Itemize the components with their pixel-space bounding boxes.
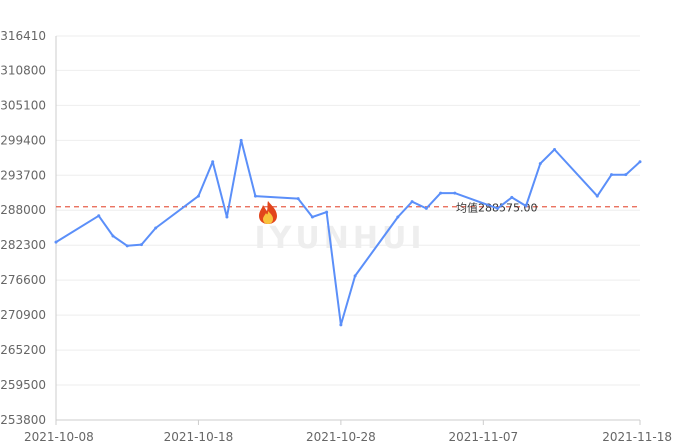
y-tick-label: 253800 [0,413,46,427]
data-point [125,244,129,248]
data-point [225,215,229,219]
data-point [139,243,143,247]
y-tick-label: 305100 [0,98,46,112]
y-tick-label: 288000 [0,203,46,217]
fire-icon [259,201,277,224]
y-tick-label: 259500 [0,378,46,392]
data-point [538,162,542,166]
y-tick-label: 316410 [0,29,46,43]
data-point [325,210,329,214]
x-tick-label: 2021-10-08 [24,430,94,444]
data-point [111,234,115,238]
data-point [54,240,58,244]
data-point [453,191,457,195]
data-point [310,215,314,219]
data-point [239,138,243,142]
series-line [55,139,641,326]
y-tick-label: 310800 [0,63,46,77]
data-point [524,204,528,208]
y-tick-label: 293700 [0,168,46,182]
data-point [353,274,357,278]
data-point [624,173,628,177]
data-point [439,191,443,195]
y-tick-label: 282300 [0,238,46,252]
data-point [496,206,500,210]
data-point [553,148,557,152]
data-point [396,215,400,219]
y-tick-label: 270900 [0,308,46,322]
y-tick-label: 276600 [0,273,46,287]
x-tick-label: 2021-10-18 [164,430,234,444]
data-point [424,206,428,210]
data-point [154,226,158,230]
data-point [638,160,642,164]
data-point [595,194,599,198]
data-point [339,323,343,327]
data-point [253,194,257,198]
data-point [211,160,215,164]
data-point [510,195,514,199]
data-point [196,194,200,198]
data-point [97,214,101,218]
watermark-text: IYUNHUI [255,221,426,256]
y-tick-label: 265200 [0,343,46,357]
data-point [296,197,300,201]
data-point [410,200,414,204]
x-tick-label: 2021-10-28 [306,430,376,444]
data-point [610,173,614,177]
y-tick-label: 299400 [0,133,46,147]
x-tick-label: 2021-11-07 [448,430,518,444]
x-tick-label: 2021-11-18 [602,430,672,444]
